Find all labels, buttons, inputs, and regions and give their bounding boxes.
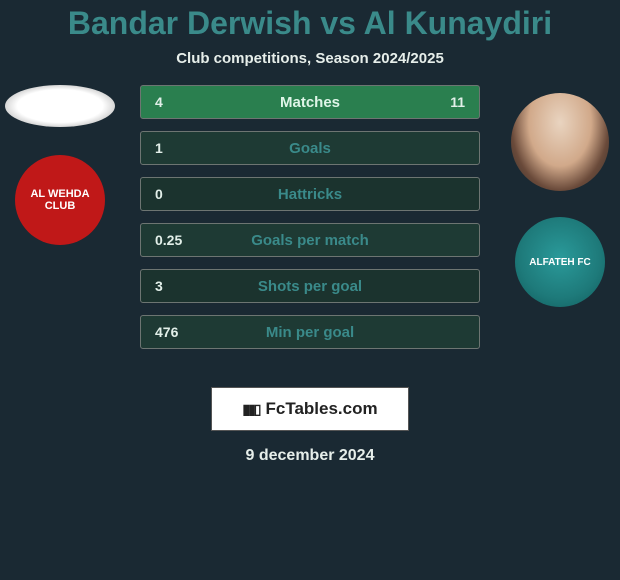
footer-date: 9 december 2024 bbox=[0, 447, 620, 465]
stat-left-value: 1 bbox=[155, 140, 163, 156]
stat-label: Goals per match bbox=[141, 232, 479, 249]
player-left-crest: AL WEHDA CLUB bbox=[15, 155, 105, 245]
stat-row-matches: 4 Matches 11 bbox=[140, 85, 480, 119]
stat-label: Min per goal bbox=[141, 324, 479, 341]
stat-rows: 4 Matches 11 1 Goals 0 Hattricks 0.25 Go… bbox=[140, 85, 480, 349]
page-subtitle: Club competitions, Season 2024/2025 bbox=[0, 50, 620, 67]
comparison-zone: AL WEHDA CLUB ALFATEH FC 4 Matches 11 1 … bbox=[0, 85, 620, 365]
chart-icon: ▮▮▯ bbox=[242, 401, 259, 418]
player-left-column: AL WEHDA CLUB bbox=[0, 85, 120, 245]
player-right-avatar bbox=[511, 93, 609, 191]
stat-right-value: 11 bbox=[450, 94, 465, 110]
player-left-avatar bbox=[5, 85, 115, 127]
player-right-column: ALFATEH FC bbox=[500, 85, 620, 307]
stat-left-value: 3 bbox=[155, 278, 163, 294]
stat-label: Shots per goal bbox=[141, 278, 479, 295]
stat-row-goals: 1 Goals bbox=[140, 131, 480, 165]
stat-row-min-per-goal: 476 Min per goal bbox=[140, 315, 480, 349]
stat-label: Hattricks bbox=[141, 186, 479, 203]
page-title: Bandar Derwish vs Al Kunaydiri bbox=[0, 5, 620, 42]
source-logo: ▮▮▯ FcTables.com bbox=[211, 387, 409, 431]
infographic-root: Bandar Derwish vs Al Kunaydiri Club comp… bbox=[0, 0, 620, 465]
stat-left-value: 0.25 bbox=[155, 232, 182, 248]
stat-row-hattricks: 0 Hattricks bbox=[140, 177, 480, 211]
crest-right-label: ALFATEH FC bbox=[529, 257, 590, 268]
stat-row-goals-per-match: 0.25 Goals per match bbox=[140, 223, 480, 257]
player-right-crest: ALFATEH FC bbox=[515, 217, 605, 307]
crest-left-label: AL WEHDA CLUB bbox=[15, 188, 105, 212]
source-logo-text: FcTables.com bbox=[266, 399, 378, 419]
stat-left-value: 476 bbox=[155, 324, 178, 340]
stat-left-value: 0 bbox=[155, 186, 163, 202]
stat-row-shots-per-goal: 3 Shots per goal bbox=[140, 269, 480, 303]
stat-left-value: 4 bbox=[155, 94, 163, 110]
stat-label: Goals bbox=[141, 140, 479, 157]
stat-label: Matches bbox=[141, 94, 479, 111]
